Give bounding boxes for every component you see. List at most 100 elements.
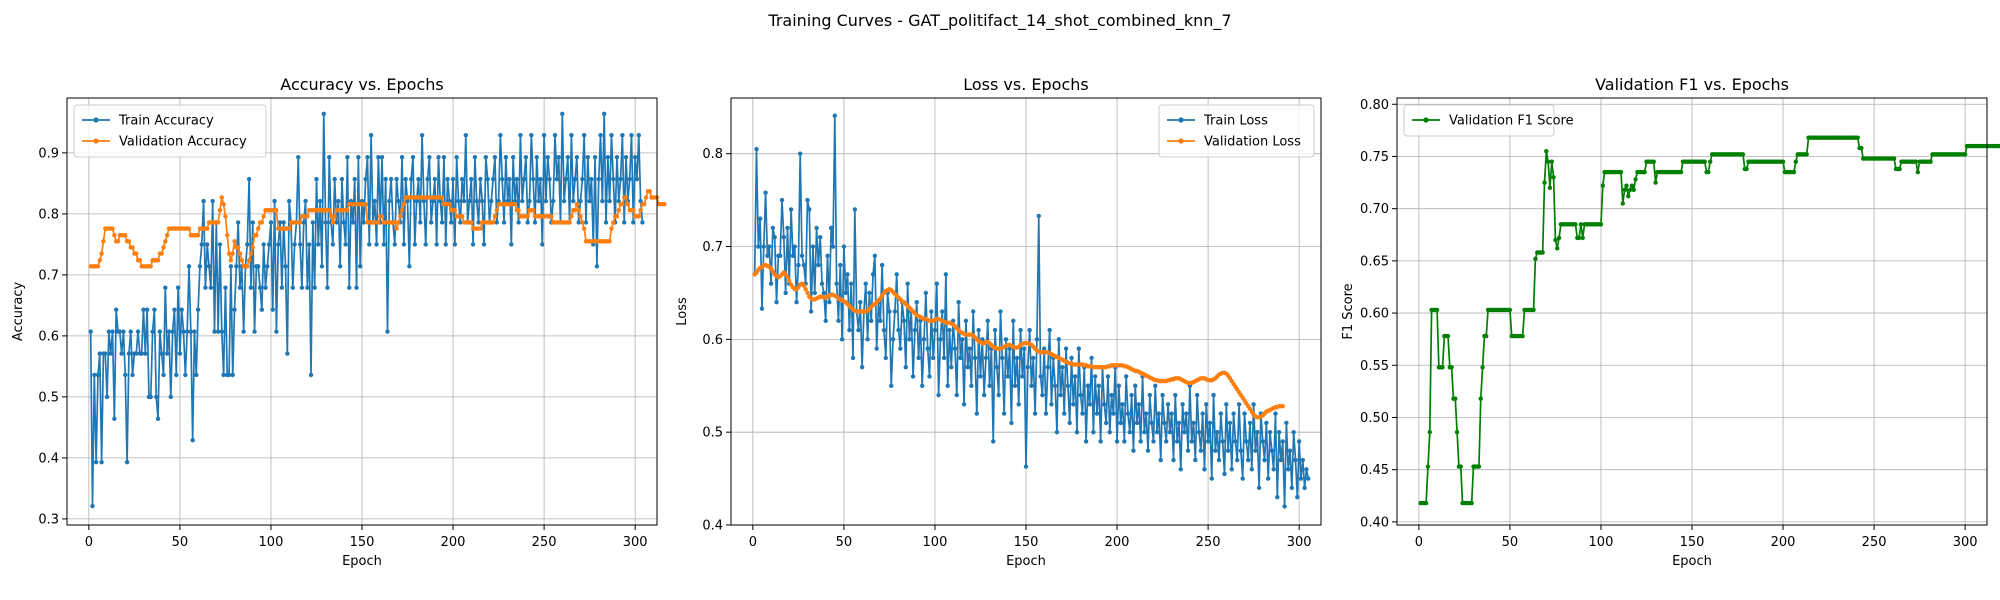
data-point bbox=[1074, 429, 1080, 435]
data-point bbox=[261, 242, 266, 247]
data-point bbox=[181, 329, 186, 334]
data-point bbox=[166, 329, 172, 334]
legend-marker bbox=[1178, 117, 1184, 123]
data-point bbox=[339, 176, 345, 182]
data-point bbox=[627, 176, 632, 182]
data-point bbox=[256, 226, 261, 231]
data-point bbox=[1062, 411, 1067, 416]
data-point bbox=[418, 220, 423, 225]
data-point bbox=[1220, 439, 1225, 444]
data-point bbox=[1204, 402, 1209, 407]
data-point bbox=[350, 220, 356, 225]
data-point bbox=[500, 176, 505, 182]
data-point bbox=[1295, 494, 1300, 500]
data-point bbox=[1253, 448, 1258, 453]
data-point bbox=[1040, 392, 1045, 398]
data-point bbox=[792, 244, 797, 249]
data-point bbox=[1078, 392, 1083, 398]
data-point bbox=[148, 394, 153, 400]
data-point bbox=[461, 198, 467, 204]
data-point bbox=[319, 264, 325, 269]
data-point bbox=[130, 245, 135, 250]
data-point bbox=[408, 176, 414, 182]
data-point bbox=[1147, 392, 1153, 398]
data-point bbox=[799, 253, 805, 258]
data-point bbox=[110, 329, 115, 334]
data-point bbox=[1213, 448, 1218, 453]
data-point bbox=[392, 242, 397, 247]
data-point bbox=[183, 372, 188, 378]
data-point bbox=[836, 318, 841, 323]
legend: Train Loss Validation Loss bbox=[1158, 104, 1315, 158]
y-tick-label: 0.50 bbox=[1360, 411, 1389, 426]
data-point bbox=[987, 383, 992, 388]
legend-label: Validation Loss bbox=[1204, 135, 1301, 150]
data-point bbox=[1185, 448, 1191, 453]
data-point bbox=[201, 198, 206, 204]
data-point bbox=[1302, 485, 1307, 491]
data-point bbox=[781, 235, 787, 240]
data-point bbox=[1003, 337, 1009, 342]
data-point bbox=[631, 208, 636, 213]
data-point bbox=[1036, 213, 1041, 219]
data-point bbox=[516, 208, 521, 213]
x-axis-label: Epoch bbox=[1672, 554, 1712, 569]
data-point bbox=[1194, 392, 1200, 398]
chart-title: Loss vs. Epochs bbox=[963, 75, 1088, 94]
data-point bbox=[838, 262, 843, 268]
data-point bbox=[1423, 500, 1429, 506]
data-point bbox=[163, 239, 168, 244]
data-point bbox=[1235, 457, 1240, 463]
data-point bbox=[1222, 471, 1227, 477]
data-point bbox=[321, 111, 326, 117]
data-point bbox=[215, 329, 221, 334]
data-point bbox=[228, 258, 234, 263]
data-point bbox=[580, 176, 585, 182]
data-point bbox=[1233, 439, 1238, 444]
data-point bbox=[634, 176, 640, 182]
data-point bbox=[137, 258, 143, 263]
y-tick-label: 0.4 bbox=[702, 519, 723, 534]
data-point bbox=[474, 198, 479, 204]
data-point bbox=[643, 195, 649, 200]
data-point bbox=[498, 133, 503, 138]
data-point bbox=[250, 220, 255, 225]
legend-box bbox=[73, 104, 267, 158]
y-tick-label: 0.80 bbox=[1360, 98, 1389, 113]
data-point bbox=[509, 242, 514, 247]
data-point bbox=[889, 383, 894, 388]
data-point bbox=[583, 220, 589, 225]
data-point bbox=[1134, 420, 1140, 426]
data-point bbox=[172, 307, 177, 312]
data-point bbox=[1049, 402, 1054, 407]
data-point bbox=[1133, 383, 1138, 388]
data-point bbox=[365, 154, 370, 160]
data-point bbox=[439, 220, 445, 225]
data-point bbox=[232, 307, 237, 312]
data-point bbox=[206, 264, 212, 269]
data-point bbox=[1915, 169, 1921, 175]
data-point bbox=[485, 176, 490, 182]
data-point bbox=[662, 201, 667, 207]
data-point bbox=[248, 251, 254, 256]
data-point bbox=[1045, 365, 1051, 370]
data-point bbox=[450, 176, 456, 182]
data-point bbox=[1127, 429, 1133, 435]
data-point bbox=[756, 244, 761, 249]
y-tick-label: 0.40 bbox=[1360, 515, 1389, 530]
data-point bbox=[879, 262, 885, 268]
data-point bbox=[620, 201, 625, 207]
data-point bbox=[581, 226, 587, 231]
data-point bbox=[1109, 392, 1114, 398]
data-point bbox=[327, 208, 332, 213]
data-point bbox=[356, 154, 361, 160]
data-point bbox=[967, 346, 972, 351]
data-point bbox=[983, 355, 989, 361]
data-point bbox=[403, 176, 408, 182]
data-point bbox=[1282, 504, 1287, 509]
legend-box bbox=[1158, 104, 1315, 158]
data-point bbox=[907, 337, 912, 342]
data-point bbox=[332, 214, 337, 219]
data-point bbox=[518, 133, 523, 138]
data-point bbox=[327, 154, 332, 160]
